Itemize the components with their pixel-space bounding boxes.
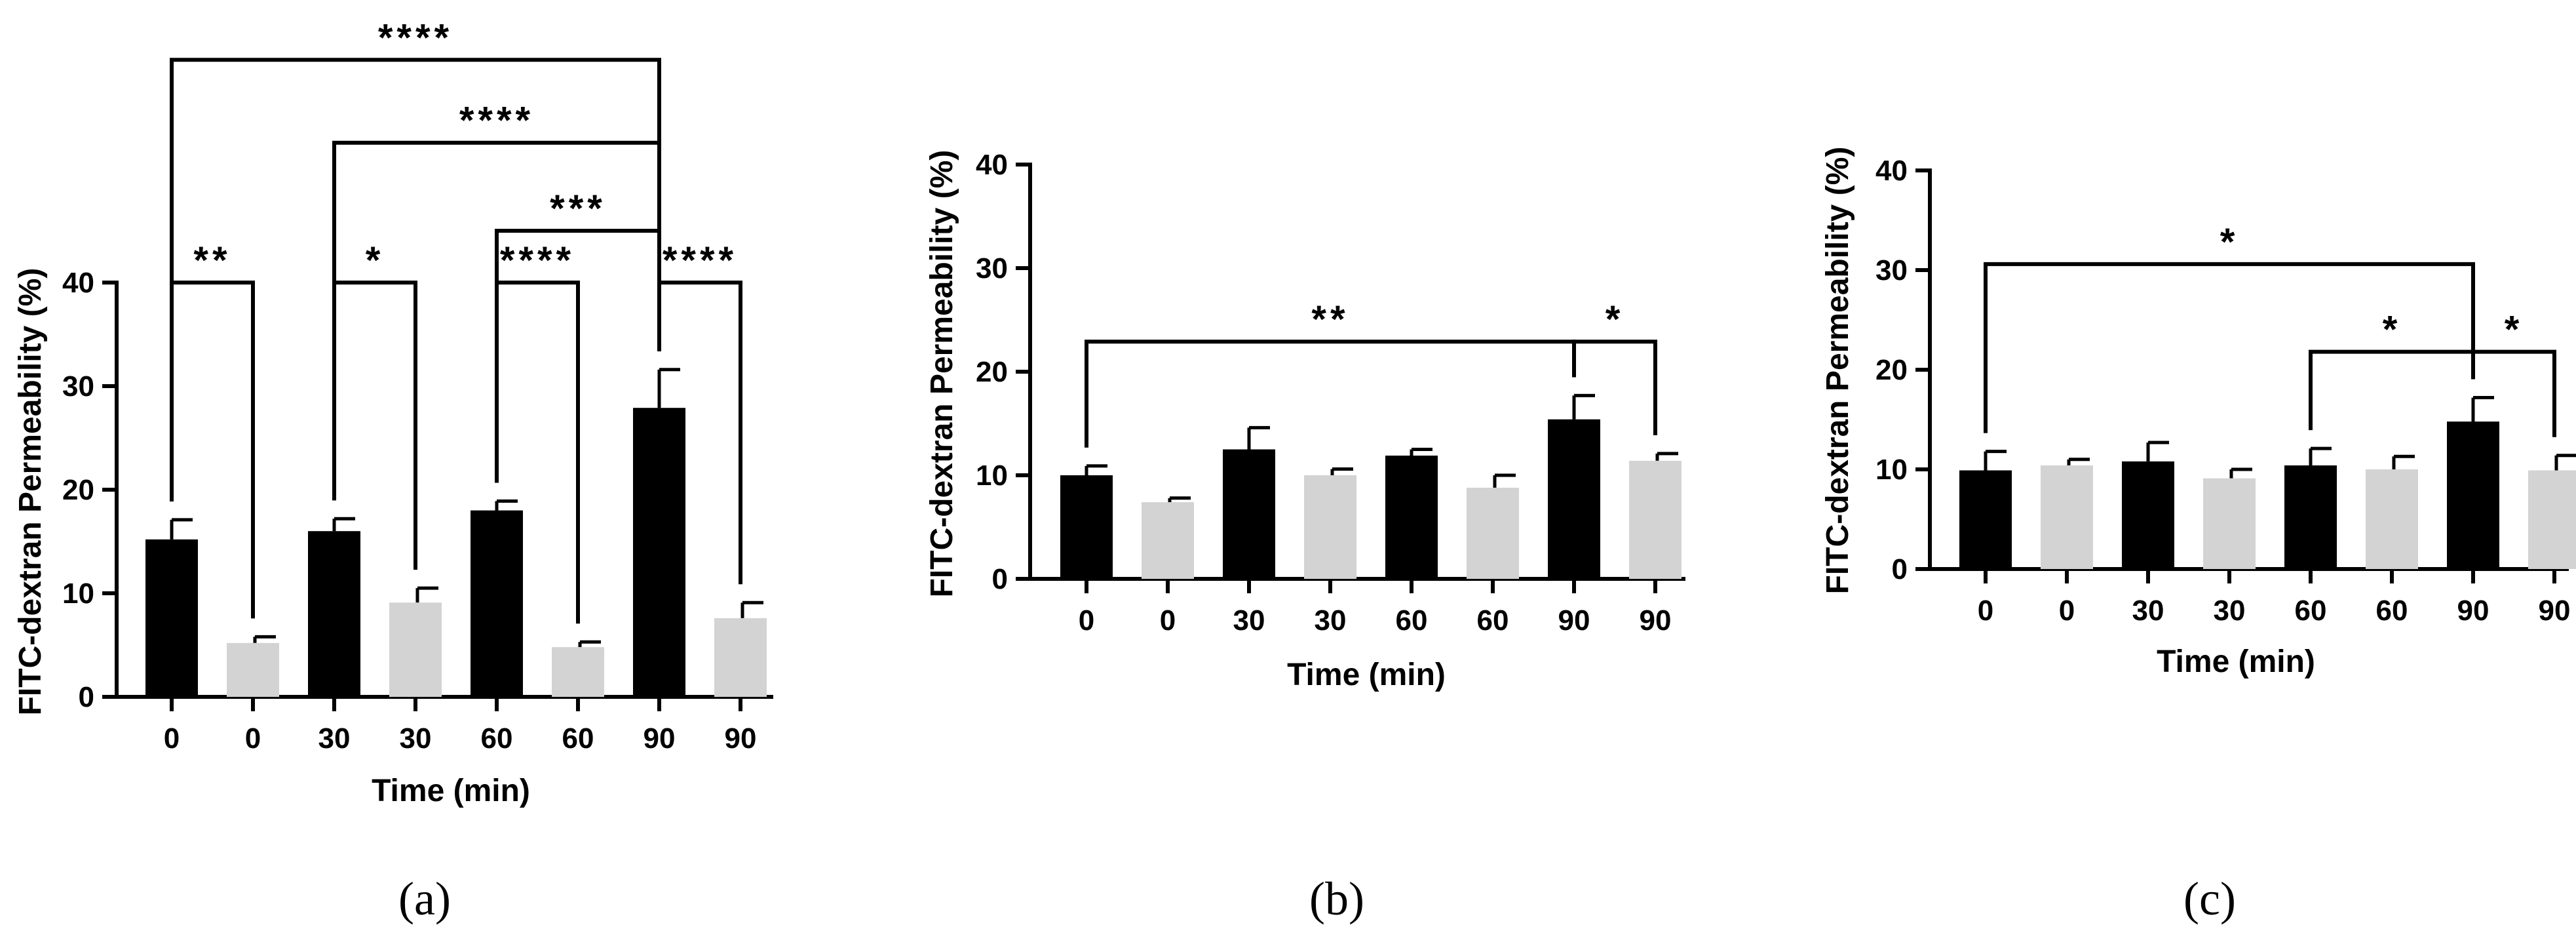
- panel-b-ylabel: FITC-dextran Permeability (%): [925, 150, 959, 598]
- panel-c-y-tick-label: 30: [1875, 254, 1908, 286]
- panel-a-bar: [552, 647, 604, 697]
- panel-b-x-tick-label: 60: [1396, 604, 1428, 637]
- panel-a-x-tick-label: 30: [318, 722, 351, 755]
- panel-c-x-tick-label: 0: [2059, 595, 2075, 627]
- panel-b-x-tick-label: 0: [1079, 604, 1094, 637]
- panel-a-bar: [227, 642, 279, 697]
- panel-c-ylabel: FITC-dextran Permeability (%): [1820, 147, 1855, 595]
- panel-b-x-tick-label: 30: [1233, 604, 1265, 637]
- panel-c-significance-label: *: [2220, 221, 2239, 264]
- chart-panel-b: Time (min) FITC-dextran Permeability (%)…: [925, 149, 1685, 925]
- panel-c-bar: [2366, 469, 2418, 569]
- panel-c-x-tick-label: 30: [2132, 595, 2164, 627]
- panel-c-y-tick-label: 40: [1875, 155, 1908, 187]
- panel-a-y-tick-label: 30: [62, 370, 94, 403]
- panel-a-x-tick-label: 0: [164, 722, 180, 755]
- panel-c-label: (c): [2183, 873, 2236, 925]
- panel-a-significance-label: **: [193, 239, 231, 282]
- panel-a-significance-bracket: [170, 58, 661, 502]
- panel-a-x-tick-label: 60: [481, 722, 513, 755]
- panel-a-x-tick-label: 0: [245, 722, 261, 755]
- panel-a-significance-label: ****: [500, 239, 575, 282]
- panel-a-y-tick-label: 10: [62, 578, 94, 610]
- panel-a-bar: [308, 531, 360, 697]
- panel-a-y-tick-label: 20: [62, 474, 94, 506]
- panel-b-significance-bracket: [1572, 340, 1657, 435]
- panel-c-xlabel: Time (min): [2157, 644, 2315, 679]
- panel-c-bar: [2447, 422, 2499, 569]
- panel-a-bar: [145, 539, 198, 697]
- panel-a-x-tick-label: 90: [725, 722, 757, 755]
- panel-a-y-tick-label: 40: [62, 267, 94, 299]
- panel-c-x-tick-label: 30: [2214, 595, 2246, 627]
- panel-a-bar: [633, 408, 685, 697]
- panel-b-label: (b): [1309, 873, 1364, 925]
- panel-a-bar: [714, 618, 767, 697]
- panel-c-y-tick-label: 0: [1892, 553, 1908, 585]
- panel-b-bar: [1629, 460, 1682, 579]
- panel-c-bar: [2528, 470, 2576, 569]
- panel-a-label: (a): [398, 873, 451, 925]
- panel-a-significance-label: ****: [378, 16, 453, 59]
- panel-c-y-tick-label: 10: [1875, 454, 1908, 486]
- panel-b-bar: [1467, 487, 1519, 579]
- panel-b-bar: [1142, 502, 1194, 579]
- panel-c-bar: [2284, 465, 2337, 569]
- panel-a-significance-label: ***: [550, 187, 606, 230]
- panel-c-significance-bracket: [2309, 349, 2475, 431]
- panel-b-x-tick-label: 30: [1315, 604, 1347, 637]
- panel-a-bar: [389, 602, 442, 697]
- panel-c-bar: [1959, 470, 2012, 569]
- panel-b-significance-label: **: [1311, 298, 1349, 341]
- panel-c-bar: [2041, 465, 2093, 569]
- panel-b-x-tick-label: 90: [1558, 604, 1590, 637]
- panel-a-significance-label: ****: [459, 100, 534, 142]
- panel-b-bar: [1304, 475, 1356, 579]
- panel-a-x-tick-label: 30: [400, 722, 432, 755]
- panel-b-bar: [1223, 449, 1275, 579]
- chart-panel-a: Time (min) FITC-dextran Permeability (%)…: [13, 16, 773, 925]
- panel-c-x-tick-label: 60: [2376, 595, 2408, 627]
- panel-b-y-tick-label: 10: [976, 460, 1008, 492]
- panel-a-xlabel: Time (min): [372, 774, 530, 808]
- chart-panel-c: Time (min) FITC-dextran Permeability (%)…: [1820, 147, 2576, 925]
- panel-a-y-tick-label: 0: [79, 681, 94, 713]
- panel-b-x-tick-label: 60: [1477, 604, 1509, 637]
- panel-c-significance-label: *: [2383, 309, 2402, 351]
- panel-a-significance-label: *: [366, 239, 385, 282]
- panel-b-significance-bracket: [1085, 340, 1576, 448]
- panel-c-bar: [2203, 478, 2256, 569]
- panel-b-bar: [1548, 419, 1600, 579]
- panel-a-x-tick-label: 60: [562, 722, 594, 755]
- panel-b-y-tick-label: 0: [992, 563, 1008, 595]
- panel-b-bar: [1385, 455, 1438, 579]
- panel-c-x-tick-label: 60: [2295, 595, 2327, 627]
- panel-a-ylabel: FITC-dextran Permeability (%): [13, 268, 48, 716]
- panel-b-y-tick-label: 30: [976, 252, 1008, 285]
- panel-b-significance-label: *: [1605, 298, 1624, 341]
- panel-a-bar: [471, 510, 523, 697]
- panel-c-x-tick-label: 0: [1978, 595, 1993, 627]
- panel-c-significance-bracket: [2471, 349, 2556, 437]
- panel-b-y-tick-label: 40: [976, 149, 1008, 181]
- panel-c-y-tick-label: 20: [1875, 354, 1908, 386]
- panel-a-significance-bracket: [332, 281, 417, 570]
- panel-c-significance-bracket: [1984, 262, 2475, 433]
- panel-b-y-tick-label: 20: [976, 356, 1008, 388]
- panel-c-bar: [2122, 461, 2174, 569]
- panel-a-x-tick-label: 90: [644, 722, 676, 755]
- panel-b-x-tick-label: 0: [1160, 604, 1176, 637]
- panel-a-significance-label: ****: [663, 239, 737, 282]
- panel-c-x-tick-label: 90: [2539, 595, 2571, 627]
- panel-b-bar: [1060, 475, 1113, 579]
- panel-b-xlabel: Time (min): [1287, 658, 1446, 692]
- panel-b-x-tick-label: 90: [1640, 604, 1672, 637]
- panel-c-x-tick-label: 90: [2457, 595, 2489, 627]
- panel-c-significance-label: *: [2505, 309, 2524, 351]
